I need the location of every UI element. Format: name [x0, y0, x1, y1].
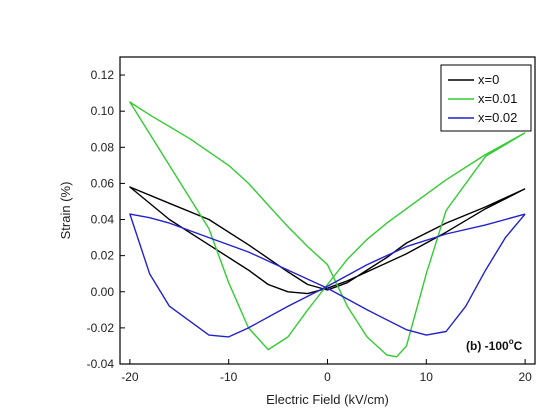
series-group [129, 101, 526, 358]
y-tick-label: 0.08 [91, 140, 115, 154]
legend-box [440, 64, 532, 132]
annotation: (b) -100oC [466, 337, 523, 353]
series-line-2 [129, 213, 526, 338]
x-tick-label: 20 [518, 370, 532, 384]
y-tick-label: -0.02 [87, 321, 115, 335]
annotation-main: (b) -100 [466, 339, 509, 353]
y-tick-label: 0.12 [91, 68, 115, 82]
annotation-unit: C [514, 339, 523, 353]
x-tick-label: -10 [220, 370, 238, 384]
y-tick-label: 0.10 [91, 104, 115, 118]
x-tick-label: -20 [121, 370, 139, 384]
series-line-1 [129, 101, 526, 358]
annotation-degree: o [509, 337, 514, 346]
legend-items: x=0 x=0.01 x=0.02 [448, 72, 517, 125]
legend-label-0: x=0 [478, 72, 499, 87]
y-tick-label: -0.04 [87, 357, 115, 371]
series-line-0 [129, 186, 526, 295]
y-tick-label: 0.00 [91, 285, 115, 299]
legend-label-2: x=0.02 [478, 110, 517, 125]
y-tick-label: 0.04 [91, 213, 115, 227]
tick-group: -20 -10 0 10 20 -0.04 -0.02 0.00 0.02 0.04 0.06 0.0… [87, 68, 532, 384]
y-tick-label: 0.06 [91, 176, 115, 190]
x-axis-label: Electric Field (kV/cm) [266, 392, 389, 407]
legend: x=0 x=0.01 x=0.02 [440, 64, 532, 132]
y-tick-label: 0.02 [91, 249, 115, 263]
x-tick-label: 10 [420, 370, 434, 384]
y-axis-label: Strain (%) [58, 182, 73, 240]
legend-label-1: x=0.01 [478, 91, 517, 106]
x-tick-label: 0 [324, 370, 331, 384]
